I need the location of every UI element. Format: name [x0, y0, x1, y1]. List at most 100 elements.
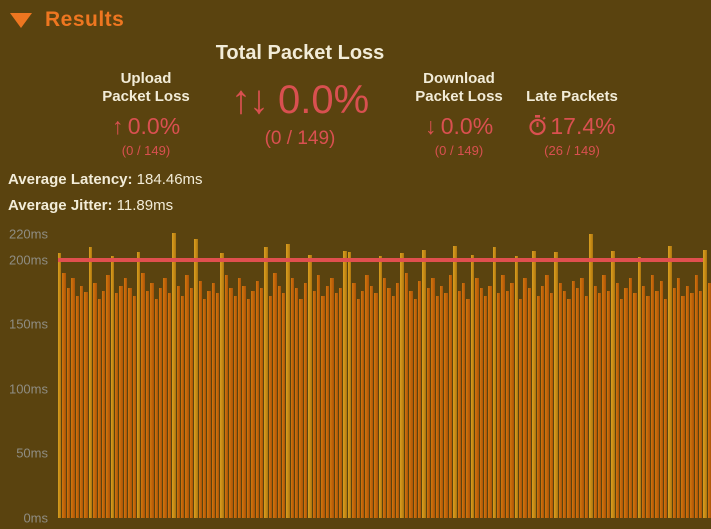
- latency-bar: [71, 277, 75, 518]
- latency-bar: [259, 288, 264, 518]
- latency-bar: [229, 288, 233, 518]
- latency-bar: [62, 272, 66, 518]
- latency-bar: [374, 293, 378, 518]
- latency-bar: [677, 277, 681, 518]
- latency-bar-late: [470, 254, 475, 518]
- up-arrow-icon: ↑: [111, 113, 123, 139]
- latency-bar: [620, 298, 624, 518]
- download-packet-loss-value: ↓ 0.0%: [424, 113, 494, 139]
- average-jitter-value: 11.89ms: [116, 197, 174, 214]
- latency-bar: [202, 298, 207, 518]
- latency-bar-late: [400, 253, 404, 518]
- latency-bar: [141, 272, 145, 518]
- latency-bar: [624, 288, 628, 518]
- latency-bar: [224, 275, 229, 518]
- latency-bar: [207, 290, 211, 518]
- latency-bar-late: [532, 250, 536, 518]
- latency-bar: [672, 288, 677, 518]
- latency-bar: [150, 283, 154, 518]
- latency-bar: [580, 277, 584, 518]
- latency-bar: [444, 293, 448, 518]
- latency-bar: [352, 283, 356, 518]
- latency-plot: [58, 225, 711, 518]
- latency-bar-late: [172, 232, 176, 518]
- latency-bar: [540, 285, 545, 518]
- latency-bar: [663, 298, 668, 518]
- latency-bar: [475, 277, 479, 518]
- y-axis-tick: 150ms: [8, 316, 48, 332]
- latency-bar: [646, 296, 650, 518]
- average-latency-value: 184.46ms: [136, 171, 203, 188]
- latency-bar: [404, 272, 409, 518]
- latency-bar: [615, 283, 619, 518]
- latency-bar: [479, 288, 483, 518]
- latency-bar-late: [554, 252, 558, 518]
- latency-bar: [93, 283, 97, 518]
- latency-bar: [584, 296, 589, 518]
- latency-bar: [238, 277, 242, 518]
- latency-bar-late: [378, 255, 382, 518]
- latency-bar: [497, 293, 501, 518]
- upload-packet-loss-stat: Upload Packet Loss ↑ 0.0% (0 / 149): [85, 70, 207, 158]
- latency-bar: [681, 296, 685, 518]
- latency-bar: [510, 283, 514, 518]
- latency-bar: [176, 285, 180, 518]
- latency-bar-late: [637, 257, 641, 518]
- latency-bar: [185, 275, 189, 518]
- latency-bar: [255, 280, 259, 518]
- download-packet-loss-label: Download Packet Loss: [415, 70, 503, 105]
- latency-bar: [396, 283, 400, 518]
- latency-bar: [536, 296, 540, 518]
- latency-bar: [391, 296, 396, 518]
- y-axis-tick: 100ms: [8, 381, 48, 397]
- latency-bar: [158, 288, 163, 518]
- latency-bar: [167, 293, 172, 518]
- latency-bar: [97, 298, 101, 518]
- latency-bar: [694, 275, 699, 518]
- latency-bar: [303, 283, 308, 518]
- latency-bar: [66, 288, 71, 518]
- latency-bar-late: [286, 244, 290, 518]
- results-section-toggle[interactable]: Results: [10, 8, 124, 32]
- latency-bar: [562, 290, 567, 518]
- latency-bar: [382, 277, 387, 518]
- latency-bar: [690, 293, 694, 518]
- y-axis-tick: 0ms: [23, 510, 48, 526]
- download-packet-loss-stat: Download Packet Loss ↓ 0.0% (0 / 149): [398, 70, 520, 158]
- latency-bar: [273, 272, 277, 518]
- latency-bar: [576, 288, 580, 518]
- latency-bar: [545, 275, 549, 518]
- latency-bar: [466, 298, 470, 518]
- latency-bar: [360, 290, 365, 518]
- latency-bar-late: [514, 255, 519, 518]
- latency-bar: [216, 293, 220, 518]
- latency-bar: [242, 285, 246, 518]
- latency-bar-late: [703, 249, 707, 518]
- latency-bar: [431, 277, 435, 518]
- latency-bar-late: [668, 245, 672, 518]
- latency-bar: [246, 298, 251, 518]
- latency-bar: [549, 293, 554, 518]
- latency-bar-late: [492, 246, 497, 518]
- total-packet-loss-detail: (0 / 149): [264, 128, 336, 149]
- latency-bar: [602, 275, 606, 518]
- latency-bar: [483, 296, 488, 518]
- latency-bar: [312, 290, 317, 518]
- latency-bar: [571, 280, 576, 518]
- latency-bar: [325, 285, 330, 518]
- latency-bar: [435, 296, 439, 518]
- latency-bar: [523, 277, 527, 518]
- latency-bar-late: [347, 252, 352, 518]
- latency-bar: [75, 296, 79, 518]
- results-title: Results: [45, 8, 125, 31]
- y-axis-tick: 220ms: [8, 226, 48, 242]
- latency-bar: [317, 275, 321, 518]
- average-jitter-label: Average Jitter:: [8, 197, 113, 214]
- average-jitter-row: Average Jitter: 11.89ms: [8, 197, 173, 214]
- latency-bar: [558, 283, 562, 518]
- latency-bar: [457, 290, 461, 518]
- latency-bar: [461, 283, 466, 518]
- latency-bar: [180, 296, 185, 518]
- latency-bar: [198, 280, 202, 518]
